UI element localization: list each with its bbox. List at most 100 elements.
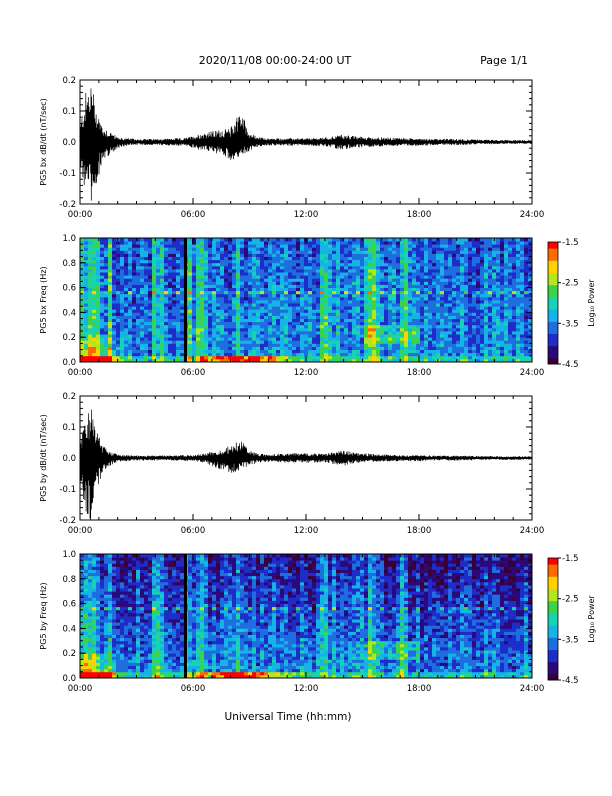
spectrogram-cell bbox=[268, 316, 272, 320]
spectrogram-cell bbox=[284, 356, 288, 360]
spectrogram-cell bbox=[256, 269, 260, 273]
spectrogram-cell bbox=[336, 278, 340, 282]
spectrogram-cell bbox=[432, 244, 436, 248]
spectrogram-cell bbox=[204, 334, 208, 338]
spectrogram-cell bbox=[524, 269, 528, 273]
spectrogram-cell bbox=[420, 350, 424, 354]
spectrogram-cell bbox=[396, 278, 400, 282]
spectrogram-cell bbox=[384, 281, 388, 285]
spectrogram-cell bbox=[276, 278, 280, 282]
spectrogram-cell bbox=[144, 328, 148, 332]
spectrogram-cell bbox=[212, 334, 216, 338]
spectrogram-cell bbox=[228, 347, 232, 351]
spectrogram-cell bbox=[444, 319, 448, 323]
spectrogram-cell bbox=[296, 309, 300, 313]
spectrogram-cell bbox=[332, 334, 336, 338]
spectrogram-cell bbox=[288, 263, 292, 267]
spectrogram-cell bbox=[152, 334, 156, 338]
spectrogram-cell bbox=[460, 300, 464, 304]
spectrogram-cell bbox=[520, 254, 524, 258]
spectrogram-cell bbox=[448, 285, 452, 289]
spectrogram-cell bbox=[372, 241, 376, 245]
spectrogram-cell bbox=[276, 350, 280, 354]
spectrogram-cell bbox=[500, 309, 504, 313]
spectrogram-cell bbox=[192, 319, 196, 323]
spectrogram-cell bbox=[140, 269, 144, 273]
spectrogram-cell bbox=[368, 309, 372, 313]
spectrogram-cell bbox=[376, 337, 380, 341]
spectrogram-cell bbox=[440, 319, 444, 323]
spectrogram-cell bbox=[132, 328, 136, 332]
spectrogram-cell bbox=[104, 337, 108, 341]
spectrogram-cell bbox=[452, 350, 456, 354]
spectrogram-cell bbox=[240, 347, 244, 351]
spectrogram-cell bbox=[352, 331, 356, 335]
spectrogram-cell bbox=[492, 350, 496, 354]
spectrogram-cell bbox=[460, 238, 464, 242]
spectrogram-cell bbox=[364, 260, 368, 264]
spectrogram-cell bbox=[440, 340, 444, 344]
spectrogram-cell bbox=[224, 297, 228, 301]
spectrogram-cell bbox=[80, 610, 84, 614]
spectrogram-cell bbox=[316, 241, 320, 245]
spectrogram-cell bbox=[320, 340, 324, 344]
spectrogram-cell bbox=[336, 260, 340, 264]
spectrogram-cell bbox=[492, 297, 496, 301]
spectrogram-cell bbox=[140, 309, 144, 313]
spectrogram-cell bbox=[512, 247, 516, 251]
spectrogram-cell bbox=[436, 303, 440, 307]
spectrogram-cell bbox=[232, 347, 236, 351]
spectrogram-cell bbox=[96, 340, 100, 344]
spectrogram-cell bbox=[176, 319, 180, 323]
spectrogram-cell bbox=[260, 316, 264, 320]
waveform-trace bbox=[80, 89, 532, 201]
spectrogram-cell bbox=[268, 250, 272, 254]
spectrogram-cell bbox=[380, 244, 384, 248]
spectrogram-cell bbox=[428, 350, 432, 354]
spectrogram-cell bbox=[160, 343, 164, 347]
spectrogram-cell bbox=[96, 334, 100, 338]
spectrogram-cell bbox=[96, 356, 100, 360]
spectrogram-cell bbox=[444, 347, 448, 351]
spectrogram-cell bbox=[124, 285, 128, 289]
spectrogram-cell bbox=[440, 303, 444, 307]
spectrogram-cell bbox=[356, 319, 360, 323]
spectrogram-cell bbox=[84, 594, 88, 598]
spectrogram-cell bbox=[344, 306, 348, 310]
spectrogram-cell bbox=[460, 247, 464, 251]
spectrogram-cell bbox=[348, 266, 352, 270]
spectrogram-cell bbox=[224, 241, 228, 245]
spectrogram-cell bbox=[220, 278, 224, 282]
spectrogram-cell bbox=[124, 325, 128, 329]
spectrogram-cell bbox=[92, 340, 96, 344]
spectrogram-cell bbox=[236, 275, 240, 279]
spectrogram-cell bbox=[380, 312, 384, 316]
spectrogram-cell bbox=[312, 353, 316, 357]
spectrogram-cell bbox=[236, 356, 240, 360]
spectrogram-cell bbox=[416, 319, 420, 323]
spectrogram-cell bbox=[412, 306, 416, 310]
spectrogram-cell bbox=[460, 278, 464, 282]
spectrogram-cell bbox=[408, 247, 412, 251]
spectrogram-cell bbox=[376, 322, 380, 326]
spectrogram-cell bbox=[456, 288, 460, 292]
spectrogram-cell bbox=[252, 288, 256, 292]
spectrogram-cell bbox=[484, 254, 488, 258]
spectrogram-cell bbox=[148, 272, 152, 276]
spectrogram-cell bbox=[480, 347, 484, 351]
spectrogram-cell bbox=[120, 322, 124, 326]
spectrogram-cell bbox=[320, 275, 324, 279]
spectrogram-cell bbox=[132, 244, 136, 248]
spectrogram-cell bbox=[212, 269, 216, 273]
spectrogram-cell bbox=[196, 316, 200, 320]
spectrogram-cell bbox=[400, 306, 404, 310]
spectrogram-cell bbox=[420, 319, 424, 323]
spectrogram-cell bbox=[264, 350, 268, 354]
spectrogram-cell bbox=[216, 250, 220, 254]
spectrogram-cell bbox=[424, 337, 428, 341]
spectrogram-cell bbox=[80, 250, 84, 254]
spectrogram-cell bbox=[452, 316, 456, 320]
spectrogram-cell bbox=[464, 300, 468, 304]
spectrogram-cell bbox=[368, 350, 372, 354]
spectrogram-cell bbox=[316, 294, 320, 298]
